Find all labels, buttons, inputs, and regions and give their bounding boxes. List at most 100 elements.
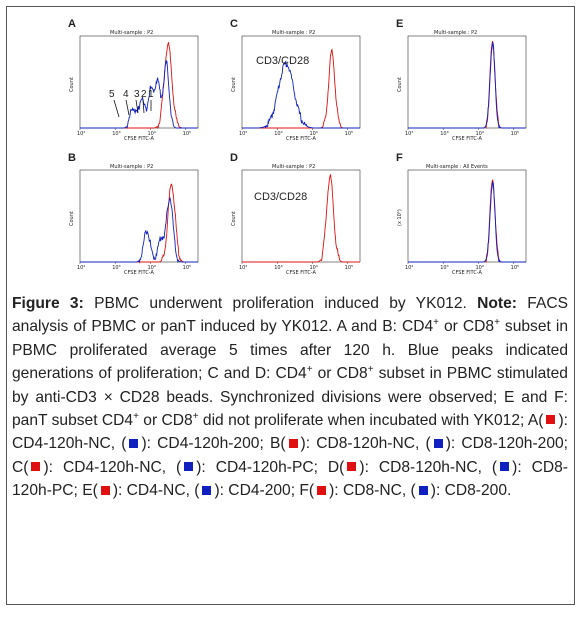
series-line-red bbox=[408, 179, 526, 264]
note-label: Note: bbox=[477, 295, 517, 312]
panel-letter: A bbox=[68, 18, 76, 30]
caption-text: ): CD4-120h-NC, ( bbox=[12, 412, 568, 453]
x-tick-label: 10² bbox=[405, 265, 413, 271]
x-tick-label: 10⁵ bbox=[511, 265, 519, 271]
caption-text: ): CD4-120h-PC; D( bbox=[196, 458, 345, 476]
caption-text: or CD8 bbox=[438, 318, 495, 336]
histogram-e: E Multi-sample : P2 10² 10³ 10⁴ 10⁵ CFSE FI… bbox=[396, 18, 527, 142]
panel-title: Multi-sample : P2 bbox=[272, 164, 315, 170]
caption-text: ): CD8-NC, ( bbox=[329, 482, 416, 500]
x-tick-label: 10³ bbox=[440, 131, 448, 137]
x-tick-label: 10² bbox=[239, 131, 247, 137]
caption-text: ): CD4-200; F( bbox=[214, 482, 315, 500]
y-axis-label: Count bbox=[231, 77, 237, 92]
x-tick-label: 10⁵ bbox=[183, 265, 191, 271]
x-tick-label: 10⁵ bbox=[511, 131, 519, 137]
histogram-c: C Multi-sample : P2 CD3/CD28 10² 10³ 10⁴ 10… bbox=[230, 18, 361, 142]
arrow-icon bbox=[135, 99, 139, 114]
series-line-blue bbox=[80, 60, 198, 129]
x-tick-label: 10⁵ bbox=[345, 131, 353, 137]
y-axis-label: Count bbox=[397, 77, 403, 92]
panel-e: E Multi-sample : P2 10² 10³ 10⁴ 10⁵ CFSE FI… bbox=[394, 14, 534, 142]
plot-area bbox=[407, 35, 527, 129]
x-tick-label: 10³ bbox=[112, 265, 120, 271]
panel-letter: F bbox=[396, 152, 403, 164]
x-tick-label: 10⁴ bbox=[147, 131, 155, 137]
series-line-red bbox=[80, 183, 198, 263]
x-axis-label: CFSE FITC-A bbox=[124, 136, 154, 142]
caption-text: subset in PBMC stimulated by anti-CD3 × … bbox=[12, 365, 568, 430]
caption-text: ): CD8-120h-NC, ( bbox=[359, 458, 498, 476]
figure-label: Figure 3: bbox=[12, 295, 84, 312]
arrow-icon bbox=[125, 99, 130, 116]
panel-a: A Multi-sample : P2 5 4 3 2 1 10² 10³ 10⁴ 1… bbox=[66, 14, 206, 142]
histogram-f: F Multi-sample : All Events 10² 10³ 10⁴ 10⁵… bbox=[396, 152, 527, 276]
y-axis-label: (x 10¹) bbox=[397, 209, 403, 226]
caption-text: ): CD8-120h-200; C( bbox=[12, 435, 569, 476]
blue-square-icon bbox=[500, 462, 510, 472]
superscript: + bbox=[306, 364, 313, 376]
annotation: CD3/CD28 bbox=[256, 55, 309, 67]
panel-f: F Multi-sample : All Events 10² 10³ 10⁴ 10⁵… bbox=[394, 148, 534, 276]
superscript: + bbox=[133, 410, 139, 422]
plot-area bbox=[79, 169, 199, 263]
x-tick-label: 10⁵ bbox=[345, 265, 353, 271]
series-line-blue bbox=[408, 41, 526, 129]
blue-square-icon bbox=[433, 438, 443, 448]
panel-title: Multi-sample : P2 bbox=[272, 30, 315, 36]
x-axis-label: CFSE FITC-A bbox=[124, 270, 154, 276]
x-tick-label: 10⁴ bbox=[309, 265, 317, 271]
superscript: + bbox=[494, 317, 500, 329]
caption-text: or CD8 bbox=[138, 412, 193, 430]
red-square-icon bbox=[317, 485, 327, 495]
x-tick-label: 10⁴ bbox=[309, 131, 317, 137]
x-tick-label: 10³ bbox=[440, 265, 448, 271]
series-line-red bbox=[80, 42, 198, 129]
panel-letter: B bbox=[68, 152, 76, 164]
histogram-b: B Multi-sample : P2 10² 10³ 10⁴ 10⁵ CFSE FI… bbox=[68, 152, 199, 276]
series-line-blue bbox=[80, 196, 198, 264]
figure-caption: Figure 3: PBMC underwent proliferation i… bbox=[12, 292, 568, 503]
plot-area bbox=[241, 169, 361, 263]
caption-text: ): CD8-120h-PC; E( bbox=[12, 458, 568, 500]
panel-letter: C bbox=[230, 18, 238, 30]
x-tick-label: 10² bbox=[77, 265, 85, 271]
x-tick-label: 10⁵ bbox=[183, 131, 191, 137]
red-square-icon bbox=[546, 415, 556, 425]
blue-square-icon bbox=[184, 462, 194, 472]
caption-text: ): CD4-120h-200; B( bbox=[141, 435, 286, 453]
histogram-d: D Multi-sample : P2 CD3/CD28 10² 10³ 10⁴ 10… bbox=[230, 152, 361, 276]
panel-letter: E bbox=[396, 18, 403, 30]
series-line-red bbox=[408, 40, 526, 129]
x-tick-label: 10² bbox=[405, 131, 413, 137]
x-tick-label: 10⁴ bbox=[475, 131, 483, 137]
x-tick-label: 10³ bbox=[112, 131, 120, 137]
arrow-icon bbox=[113, 99, 120, 118]
series-line-red bbox=[242, 174, 360, 263]
x-tick-label: 10⁴ bbox=[475, 265, 483, 271]
x-axis-label: CFSE FITC-A bbox=[452, 136, 482, 142]
x-axis-label: CFSE FITC-A bbox=[286, 136, 316, 142]
red-square-icon bbox=[347, 462, 357, 472]
panel-title: Multi-sample : P2 bbox=[434, 30, 477, 36]
red-square-icon bbox=[31, 462, 41, 472]
y-axis-label: Count bbox=[231, 211, 237, 226]
panel-title: Multi-sample : All Events bbox=[426, 164, 488, 170]
y-axis-label: Count bbox=[69, 77, 75, 92]
caption-text: ): CD8-120h-NC, ( bbox=[300, 435, 431, 453]
x-tick-label: 10⁴ bbox=[147, 265, 155, 271]
x-axis-label: CFSE FITC-A bbox=[452, 270, 482, 276]
caption-text: or CD8 bbox=[312, 365, 368, 383]
panel-title: Multi-sample : P2 bbox=[110, 30, 153, 36]
peak-label: 2 bbox=[141, 89, 147, 100]
x-tick-label: 10³ bbox=[274, 265, 282, 271]
histogram-a: A Multi-sample : P2 5 4 3 2 1 10² 10³ 10⁴ 1… bbox=[68, 18, 199, 142]
caption-text: did not proliferate when incubated with … bbox=[198, 412, 544, 430]
blue-square-icon bbox=[129, 438, 139, 448]
peak-label: 4 bbox=[123, 89, 129, 100]
annotation: CD3/CD28 bbox=[254, 191, 307, 203]
caption-text: ): CD4-120h-NC, ( bbox=[43, 458, 182, 476]
plot-area bbox=[407, 169, 527, 263]
peak-label: 5 bbox=[109, 89, 115, 100]
series-line-red bbox=[242, 48, 360, 129]
